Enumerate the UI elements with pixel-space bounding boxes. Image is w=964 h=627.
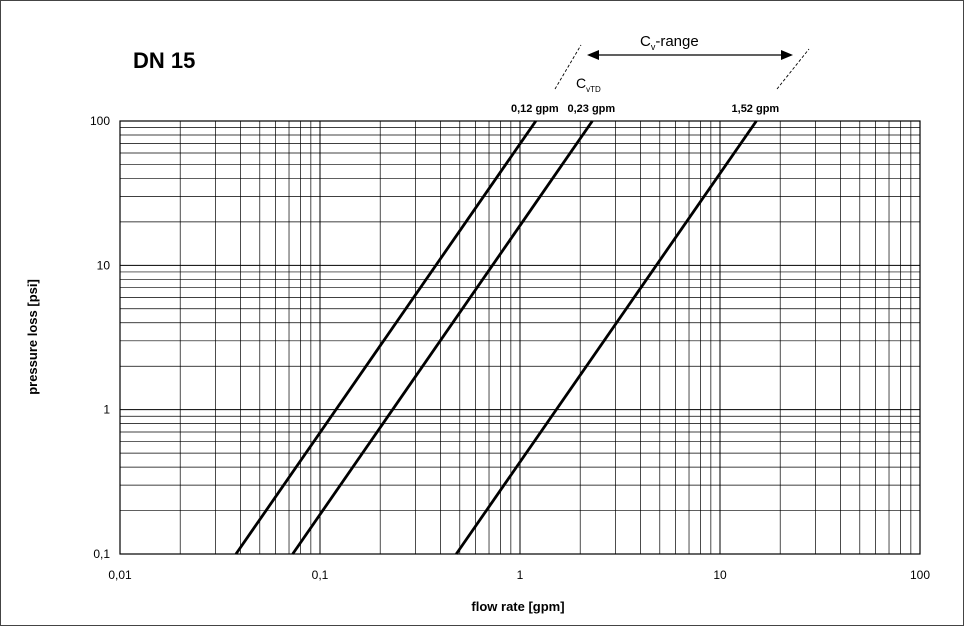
series-label-3: 1,52 gpm bbox=[732, 103, 780, 115]
x-tick-label: 10 bbox=[713, 568, 727, 582]
cv-range-dashed-right bbox=[776, 48, 810, 90]
series-label-2: 0,23 gpm bbox=[568, 103, 616, 115]
cvtd-label: CvTD bbox=[576, 75, 601, 94]
x-axis-label: flow rate [gpm] bbox=[471, 599, 564, 614]
y-tick-label: 0,1 bbox=[93, 547, 110, 561]
cv-range-arrow-right bbox=[781, 50, 793, 60]
cv-range-label: Cv-range bbox=[640, 33, 699, 52]
x-tick-labels: 0,01 0,1 1 10 100 bbox=[108, 568, 930, 582]
series-label-1: 0,12 gpm bbox=[511, 103, 559, 115]
chart-title: DN 15 bbox=[133, 48, 195, 73]
cv-range-annotation: Cv-range bbox=[554, 33, 810, 90]
grid bbox=[119, 121, 920, 555]
cv-range-arrow-left bbox=[587, 50, 599, 60]
plot-border bbox=[119, 120, 921, 555]
series-line-2 bbox=[291, 120, 594, 555]
series-line-3 bbox=[455, 120, 758, 555]
x-tick-label: 0,1 bbox=[312, 568, 329, 582]
series-lines bbox=[234, 120, 758, 555]
cv-range-dashed-left bbox=[554, 44, 582, 90]
y-tick-label: 1 bbox=[103, 403, 110, 417]
y-axis-label: pressure loss [psi] bbox=[25, 279, 40, 395]
y-tick-label: 10 bbox=[97, 258, 111, 272]
x-tick-label: 1 bbox=[517, 568, 524, 582]
series-line-1 bbox=[234, 120, 537, 555]
y-tick-label: 100 bbox=[90, 114, 110, 128]
x-tick-label: 0,01 bbox=[108, 568, 132, 582]
x-tick-label: 100 bbox=[910, 568, 930, 582]
y-tick-labels: 0,1 1 10 100 bbox=[90, 114, 110, 561]
series-labels: 0,12 gpm 0,23 gpm 1,52 gpm bbox=[511, 103, 779, 115]
